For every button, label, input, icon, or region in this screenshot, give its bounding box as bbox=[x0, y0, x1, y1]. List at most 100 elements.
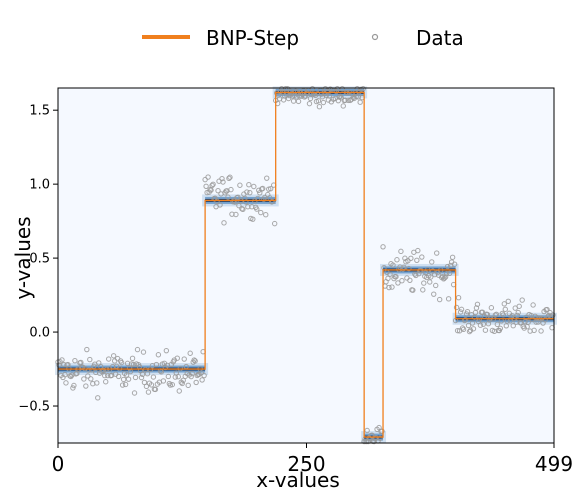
data-point-417 bbox=[469, 320, 476, 326]
legend-marker-data bbox=[371, 33, 379, 41]
data-point-390 bbox=[442, 274, 449, 280]
data-point-435 bbox=[487, 315, 494, 321]
data-point-462 bbox=[514, 312, 520, 319]
data-point-397 bbox=[449, 254, 456, 260]
data-point-332 bbox=[385, 275, 391, 282]
data-point-229 bbox=[282, 86, 289, 92]
y-tick-label-1: 0.0 bbox=[29, 326, 50, 341]
data-point-208 bbox=[262, 194, 268, 201]
data-point-150 bbox=[204, 189, 210, 196]
data-point-432 bbox=[484, 311, 491, 318]
data-point-402 bbox=[454, 327, 461, 334]
data-point-145 bbox=[199, 377, 205, 383]
data-point-433 bbox=[485, 321, 492, 327]
x-axis-label: x-values bbox=[256, 468, 340, 492]
data-point-289 bbox=[342, 97, 348, 103]
data-point-39 bbox=[94, 380, 100, 386]
data-point-4 bbox=[59, 357, 65, 363]
data-point-376 bbox=[429, 259, 435, 265]
data-point-139 bbox=[193, 379, 199, 386]
data-point-450 bbox=[502, 306, 508, 312]
data-point-292 bbox=[345, 97, 351, 104]
data-point-479 bbox=[531, 327, 537, 334]
data-point-240 bbox=[293, 94, 300, 100]
data-point-311 bbox=[364, 427, 370, 434]
data-point-15 bbox=[70, 385, 76, 391]
data-point-362 bbox=[415, 247, 421, 254]
data-point-273 bbox=[326, 93, 333, 99]
data-point-442 bbox=[494, 321, 501, 328]
data-point-214 bbox=[268, 185, 274, 192]
data-point-375 bbox=[428, 274, 434, 280]
data-point-401 bbox=[453, 304, 460, 311]
data-point-165 bbox=[219, 175, 225, 182]
data-point-28 bbox=[83, 383, 89, 389]
data-point-48 bbox=[103, 379, 109, 385]
data-point-183 bbox=[237, 182, 243, 188]
data-point-341 bbox=[394, 257, 400, 263]
data-point-66 bbox=[120, 376, 127, 383]
data-point-160 bbox=[214, 198, 220, 204]
data-point-422 bbox=[474, 301, 481, 307]
data-point-85 bbox=[139, 371, 146, 378]
data-point-30 bbox=[85, 373, 91, 379]
data-point-380 bbox=[433, 282, 439, 289]
data-point-156 bbox=[210, 181, 216, 187]
data-point-490 bbox=[542, 317, 548, 323]
data-point-135 bbox=[189, 370, 195, 377]
data-point-391 bbox=[443, 270, 450, 277]
data-point-186 bbox=[240, 206, 246, 213]
bnp-step-line bbox=[58, 91, 554, 438]
data-point-393 bbox=[445, 296, 452, 302]
data-point-204 bbox=[258, 209, 264, 216]
data-point-430 bbox=[482, 327, 489, 333]
data-point-76 bbox=[130, 361, 137, 368]
data-point-467 bbox=[519, 297, 525, 303]
data-point-367 bbox=[420, 287, 426, 293]
data-point-418 bbox=[470, 326, 477, 332]
data-point-242 bbox=[295, 98, 302, 105]
data-point-333 bbox=[386, 284, 392, 291]
y-tick-label-4: 1.5 bbox=[29, 104, 50, 119]
data-point-134 bbox=[188, 373, 194, 380]
data-point-86 bbox=[140, 349, 147, 355]
data-point-94 bbox=[148, 382, 155, 388]
data-point-91 bbox=[145, 389, 152, 395]
data-point-478 bbox=[530, 302, 536, 308]
data-point-182 bbox=[236, 202, 242, 209]
data-point-161 bbox=[215, 187, 221, 194]
data-point-131 bbox=[185, 382, 191, 389]
data-point-154 bbox=[208, 187, 214, 193]
data-point-64 bbox=[118, 359, 125, 366]
x-tick-label-2: 499 bbox=[535, 452, 573, 476]
data-point-61 bbox=[115, 373, 122, 380]
data-point-453 bbox=[505, 298, 511, 304]
data-point-174 bbox=[228, 186, 234, 193]
data-point-109 bbox=[163, 347, 170, 354]
data-point-403 bbox=[455, 295, 462, 301]
data-point-78 bbox=[132, 374, 139, 381]
x-tick-label-0: 0 bbox=[52, 452, 65, 476]
data-point-445 bbox=[497, 325, 504, 332]
data-point-120 bbox=[174, 355, 180, 361]
y-tick-label-2: 0.5 bbox=[29, 252, 50, 267]
data-point-69 bbox=[123, 372, 130, 378]
data-point-449 bbox=[501, 301, 508, 307]
data-point-65 bbox=[119, 382, 126, 388]
data-point-381 bbox=[434, 250, 440, 256]
data-point-324 bbox=[377, 435, 383, 442]
data-point-458 bbox=[510, 323, 516, 329]
data-point-492 bbox=[544, 306, 550, 313]
data-point-394 bbox=[446, 270, 453, 276]
data-point-111 bbox=[165, 373, 172, 380]
data-point-389 bbox=[441, 275, 448, 281]
data-point-285 bbox=[338, 94, 344, 101]
data-point-197 bbox=[251, 183, 257, 190]
data-point-72 bbox=[126, 365, 133, 371]
legend-label-bnp-step: BNP-Step bbox=[206, 26, 299, 50]
data-point-181 bbox=[235, 194, 241, 201]
data-point-346 bbox=[399, 278, 405, 284]
data-point-71 bbox=[125, 376, 132, 382]
data-point-296 bbox=[349, 91, 355, 97]
